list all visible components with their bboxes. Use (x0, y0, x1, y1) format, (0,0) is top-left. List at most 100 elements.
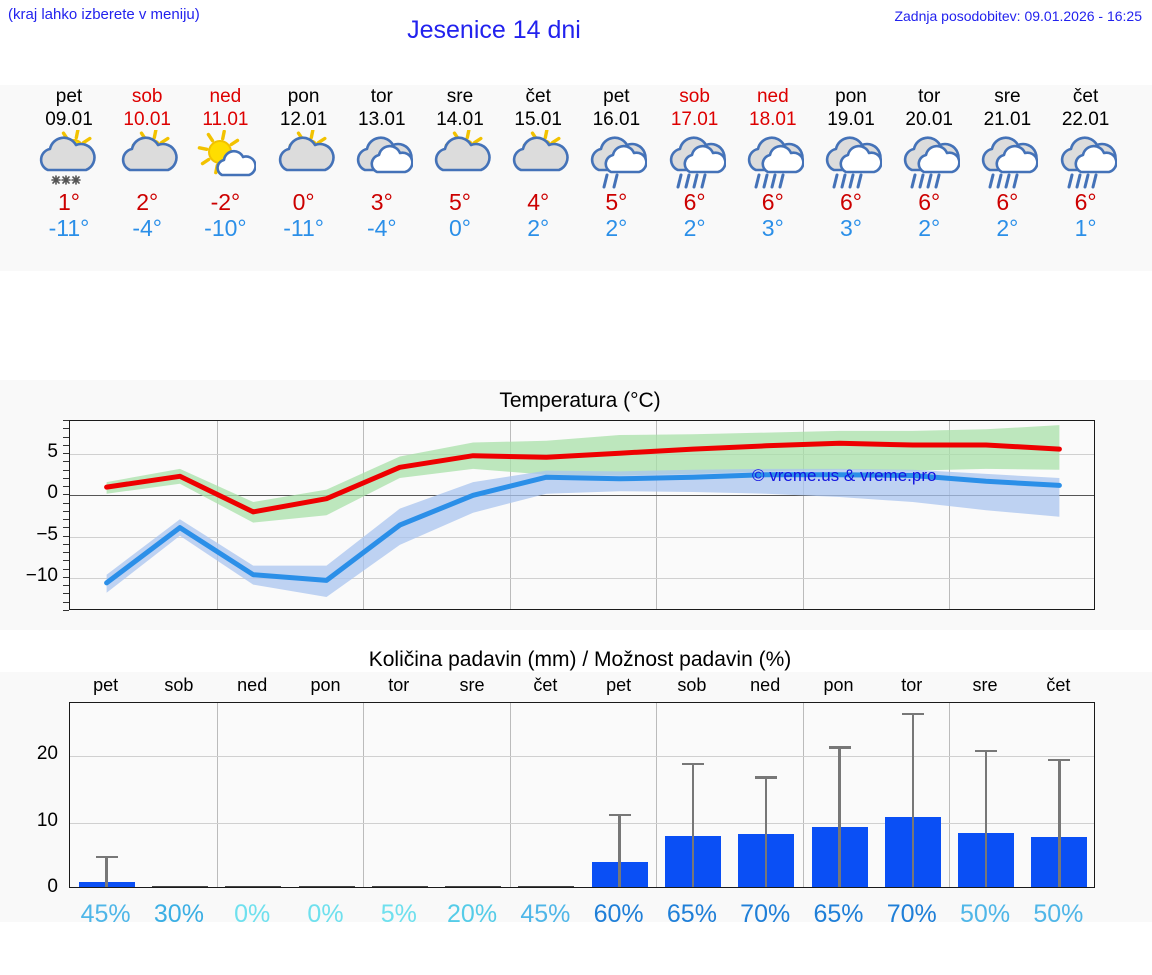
gridline-horizontal (70, 495, 1094, 497)
day-date: 17.01 (670, 109, 719, 130)
precipitation-error-bar (618, 813, 621, 887)
gridline-vertical (509, 703, 511, 887)
precipitation-day-label: pon (310, 675, 341, 695)
cloud-rain-icon (1047, 133, 1125, 189)
day-max-temp: -2° (210, 189, 241, 215)
day-date: 12.01 (279, 109, 328, 130)
day-column: sob 17.01 6° 2° (656, 85, 734, 241)
precipitation-bar (445, 885, 502, 887)
day-min-temp: 2° (918, 215, 941, 241)
precipitation-error-cap (95, 855, 118, 859)
precipitation-probability-label: 65% (813, 900, 864, 928)
day-date: 15.01 (514, 109, 562, 130)
cloud-rain-icon (656, 133, 734, 189)
sun-cloud-icon (265, 130, 343, 189)
day-max-temp: 2° (136, 189, 159, 215)
precipitation-probability-label: 0% (307, 900, 344, 928)
precipitation-bar (151, 885, 208, 887)
day-min-temp: -11° (48, 215, 90, 241)
precipitation-probability-label: 50% (1033, 900, 1084, 928)
y-axis-tick-mark (63, 552, 69, 554)
temperature-series-overlay (104, 425, 1062, 597)
gridline-vertical (656, 703, 658, 887)
day-column: sob 10.01 2° -4° (108, 85, 186, 241)
daily-forecast-strip: pet 09.01 1° -11° sob 10.01 2° -4° ned 11.01 -2° -… (0, 85, 1152, 271)
day-name: sre (994, 86, 1021, 107)
sun-smallcloud-icon (186, 130, 264, 189)
page-title: Jesenice 14 dni (407, 16, 581, 44)
y-axis-tick-mark (63, 519, 69, 521)
y-axis-tick-mark (63, 469, 69, 471)
day-max-temp: 5° (605, 189, 628, 215)
y-axis-tick-mark (63, 436, 69, 438)
cloud-rain-icon (890, 133, 968, 189)
cloud-rain-light-icon (577, 133, 655, 189)
day-column: sre 21.01 6° 2° (968, 85, 1046, 241)
day-max-temp: 6° (1074, 189, 1097, 215)
y-axis-tick-mark (63, 444, 69, 446)
gridline-vertical (949, 703, 951, 887)
precipitation-probability-label: 5% (380, 900, 417, 928)
day-date: 18.01 (749, 109, 797, 130)
day-date: 19.01 (827, 109, 875, 130)
y-axis-tick-mark (63, 428, 69, 430)
y-axis-tick-mark (63, 420, 69, 421)
cloud-rain-icon (812, 133, 890, 189)
y-axis-tick-mark (63, 502, 69, 504)
precipitation-bar (225, 885, 282, 887)
precipitation-day-label: ned (750, 675, 781, 695)
day-name: pon (835, 86, 867, 107)
y-axis-tick-label: −10 (25, 564, 58, 586)
day-name: sre (446, 86, 474, 107)
gridline-vertical (509, 421, 511, 609)
day-date: 09.01 (45, 109, 93, 130)
day-column: čet 22.01 6° 1° (1047, 85, 1125, 241)
gridline-vertical (216, 703, 218, 887)
precipitation-probability-label: 50% (960, 900, 1011, 928)
y-axis-tick-mark (63, 453, 69, 455)
day-min-temp: -10° (204, 215, 247, 241)
cloud-rain-icon (968, 133, 1046, 189)
day-max-temp: 5° (449, 189, 471, 215)
precipitation-probability-label: 60% (593, 900, 644, 928)
precipitation-error-bar (838, 746, 841, 887)
precipitation-day-label: tor (901, 675, 923, 695)
y-axis-tick-label: 5 (47, 441, 58, 463)
precipitation-day-label: ned (237, 675, 268, 695)
y-axis-tick-mark (63, 486, 69, 488)
precipitation-day-label: sre (972, 675, 998, 695)
precipitation-probability-label: 45% (520, 900, 571, 928)
gridline-vertical (802, 703, 804, 887)
precipitation-probability-label: 70% (886, 900, 937, 928)
gridline-vertical (363, 421, 365, 609)
y-axis-tick-mark (63, 510, 69, 512)
precipitation-error-cap (755, 776, 778, 779)
precipitation-error-cap (1048, 758, 1071, 762)
day-date: 14.01 (436, 109, 484, 130)
gridline-horizontal (70, 822, 1094, 824)
y-axis-tick-mark (63, 568, 69, 570)
day-column: ned 18.01 6° 3° (734, 85, 812, 241)
y-axis-tick-mark (63, 535, 69, 537)
day-min-temp: 1° (1074, 215, 1097, 241)
y-axis-tick-mark (63, 560, 69, 562)
day-max-temp: 6° (761, 189, 784, 215)
day-column: ned 11.01 -2° -10° (186, 85, 264, 241)
day-min-temp: -4° (132, 215, 163, 241)
y-axis-tick-label: 0 (47, 482, 58, 504)
day-min-temp: -11° (283, 215, 324, 241)
precipitation-error-bar (691, 762, 695, 887)
day-min-temp: 2° (996, 215, 1019, 241)
precipitation-bar (298, 885, 355, 887)
temperature-chart-title: Temperatura (°C) (499, 389, 661, 412)
precipitation-error-bar (911, 712, 915, 887)
day-date: 21.01 (983, 109, 1032, 130)
day-max-temp: 0° (292, 189, 315, 215)
y-axis-tick-mark (63, 593, 69, 595)
gridline-horizontal (70, 577, 1094, 579)
precipitation-day-label: sob (164, 675, 194, 695)
precipitation-error-bar (764, 776, 768, 887)
day-name: tor (370, 86, 393, 107)
gridline-vertical (802, 421, 804, 609)
day-date: 22.01 (1061, 109, 1110, 130)
